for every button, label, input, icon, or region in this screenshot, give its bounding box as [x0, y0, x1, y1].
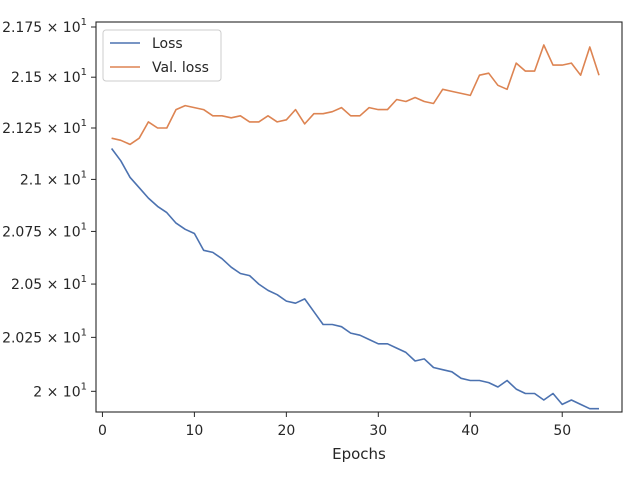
x-axis: 0 10 20 30 40 50: [98, 412, 571, 439]
x-tick-label: 20: [277, 423, 295, 439]
legend-label: Val. loss: [152, 60, 209, 76]
x-tick-label: 40: [461, 423, 479, 439]
y-tick-label: 2.025 × 101: [2, 327, 87, 346]
x-tick-label: 30: [369, 423, 387, 439]
y-tick-label: 2.15 × 101: [11, 67, 87, 86]
y-tick-label: 2.1 × 101: [20, 169, 87, 188]
y-tick-label: 2.125 × 101: [2, 118, 87, 137]
legend: Loss Val. loss: [102, 29, 222, 82]
legend-label: Loss: [152, 36, 183, 52]
y-tick-label: 2.175 × 101: [2, 17, 87, 36]
y-tick-label: 2.05 × 101: [11, 274, 87, 293]
x-axis-label: Epochs: [332, 445, 386, 463]
series-line-loss: [110, 148, 599, 410]
plot-frame: [95, 21, 623, 413]
y-tick-label: 2.075 × 101: [2, 221, 87, 240]
y-axis: 2 × 101 2.025 × 101 2.05 × 101 2.075 × 101 2…: [2, 17, 96, 400]
y-tick-label: 2 × 101: [33, 381, 87, 400]
x-tick-label: 50: [553, 423, 571, 439]
plot-series: [110, 44, 600, 410]
x-tick-label: 10: [185, 423, 203, 439]
series-line-val-loss: [111, 44, 600, 146]
x-tick-label: 0: [98, 423, 107, 439]
